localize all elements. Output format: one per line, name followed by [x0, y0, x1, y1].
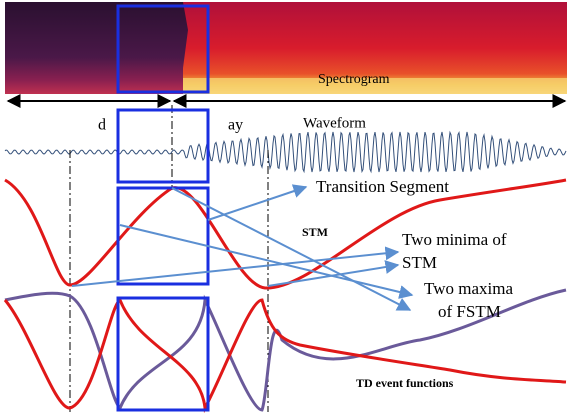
td-label: TD event functions	[356, 376, 454, 390]
maxima-label-1: Two maxima	[424, 279, 513, 298]
waveform-label: Waveform	[303, 115, 366, 131]
figure: Spectrogram d ay Waveform Transition Seg…	[0, 0, 569, 419]
minima-label-1: Two minima of	[402, 230, 507, 249]
waveform	[5, 132, 566, 172]
transition-label: Transition Segment	[316, 177, 449, 196]
pointer-arrows	[72, 187, 412, 310]
ay-label: ay	[228, 117, 243, 134]
spectrogram-image	[5, 2, 567, 94]
stm-label: STM	[302, 225, 328, 239]
minima-label-2: STM	[402, 253, 437, 272]
d-label: d	[98, 117, 106, 134]
spectrogram-label: Spectrogram	[318, 72, 390, 87]
maxima-label-2: of FSTM	[438, 302, 501, 321]
